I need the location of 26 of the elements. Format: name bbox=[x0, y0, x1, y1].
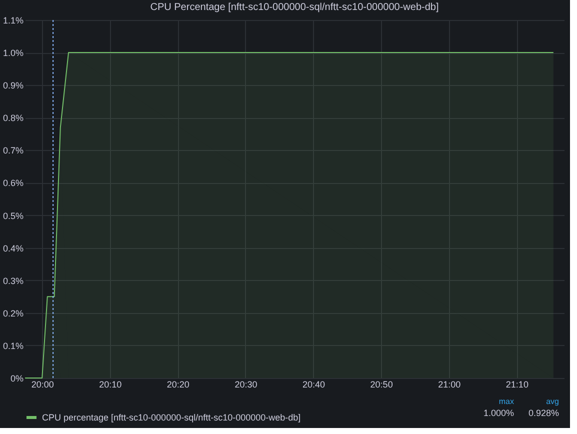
y-tick-label: 1.0% bbox=[2, 48, 24, 58]
text: 0.928% bbox=[528, 408, 559, 418]
legend-label: CPU percentage [nftt-sc10-000000-sql/nftt-sc10-000000-web-db] bbox=[42, 412, 301, 422]
x-tick-label: 20:40 bbox=[302, 380, 326, 390]
y-tick-label: 0.3% bbox=[2, 276, 24, 286]
x-tick-label: 20:10 bbox=[99, 380, 122, 390]
text: avg bbox=[546, 397, 559, 406]
x-tick-label: 20:20 bbox=[166, 380, 190, 390]
x-tick-label: 20:30 bbox=[234, 380, 258, 390]
chart-title: CPU Percentage [nftt-sc10-000000-sql/nftt-sc10-000000-web-db] bbox=[150, 2, 439, 13]
y-tick-label: 1.1% bbox=[2, 16, 24, 26]
y-tick-label: 0% bbox=[10, 374, 24, 384]
x-tick-label: 21:10 bbox=[506, 380, 528, 390]
x-tick-label: 21:00 bbox=[438, 380, 461, 390]
y-tick-label: 0.7% bbox=[2, 146, 24, 156]
x-tick-label: 20:50 bbox=[370, 380, 393, 390]
y-tick-label: 0.9% bbox=[2, 80, 24, 91]
y-tick-label: 0.6% bbox=[2, 178, 24, 188]
y-tick-label: 0.2% bbox=[2, 308, 24, 318]
y-tick-label: 0.4% bbox=[2, 243, 24, 254]
text: max bbox=[498, 397, 514, 406]
y-tick-label: 0.8% bbox=[2, 113, 24, 124]
text: 1.000% bbox=[483, 408, 514, 418]
y-tick-label: 0.5% bbox=[2, 210, 24, 221]
y-tick-label: 0.1% bbox=[2, 340, 24, 351]
x-tick-label: 20:00 bbox=[31, 380, 54, 390]
